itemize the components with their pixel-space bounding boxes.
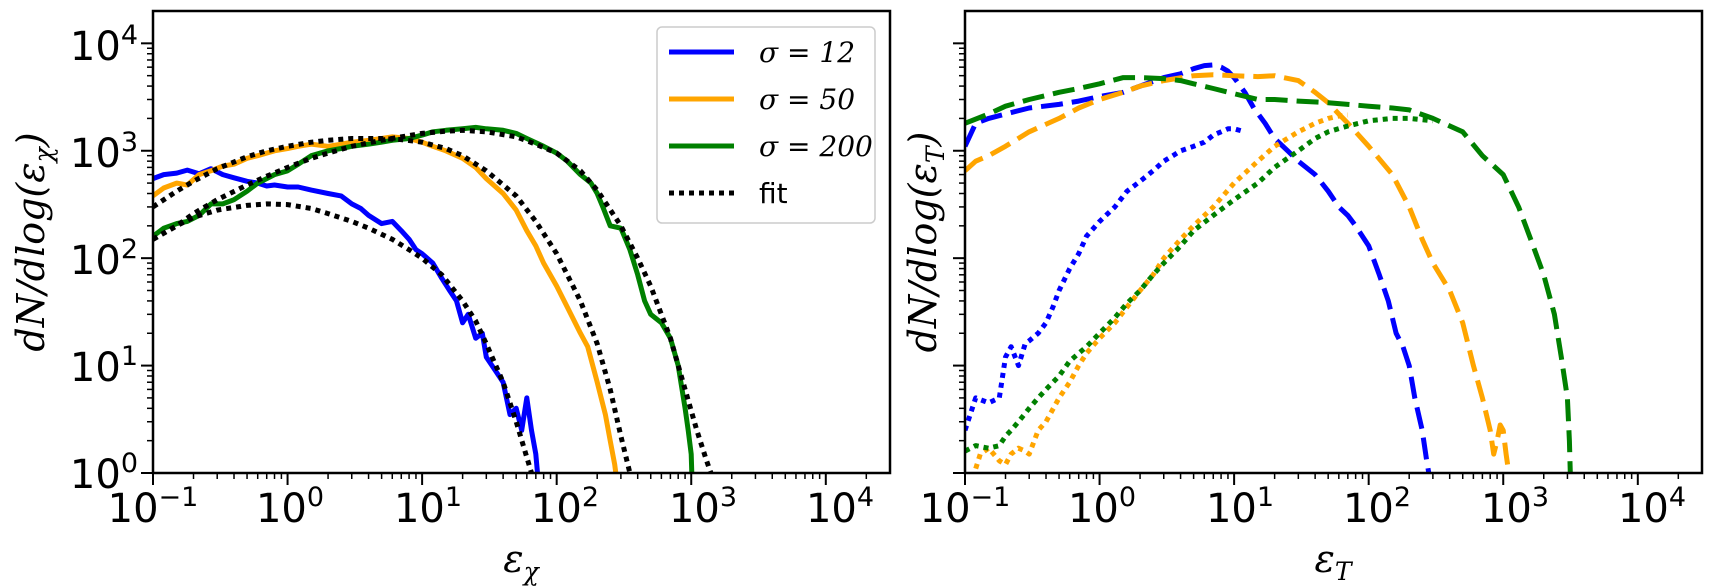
right-x-axis-label: εT xyxy=(1314,537,1353,586)
right-series-5 xyxy=(965,115,1434,454)
left-ytick-label-2: 102 xyxy=(70,234,138,284)
left-ytick-label-1: 101 xyxy=(70,341,138,391)
right-series-group xyxy=(965,62,1573,473)
right-series-2 xyxy=(965,75,1573,473)
right-series-3 xyxy=(965,126,1246,432)
right-xtick-label-3: 102 xyxy=(1343,482,1411,532)
legend-label-fit: fit xyxy=(759,177,788,210)
legend-label-sigma-50: σ = 50 xyxy=(759,83,855,116)
left-xtick-label-1: 100 xyxy=(256,482,324,532)
left-series-group xyxy=(153,124,714,473)
left-series-4 xyxy=(153,136,633,473)
legend-label-sigma-12: σ = 12 xyxy=(759,36,855,69)
right-xtick-label-2: 101 xyxy=(1206,482,1274,532)
legend-label-sigma-200: σ = 200 xyxy=(759,130,873,163)
right-xtick-label-1: 100 xyxy=(1068,482,1136,532)
right-axes-frame xyxy=(963,9,1704,475)
right-series-0 xyxy=(965,62,1432,473)
legend-frame xyxy=(656,26,876,224)
left-x-tick-labels: 10−1 100 101 102 103 104 xyxy=(108,482,874,532)
right-y-axis-label: dN/dlog(εT) xyxy=(901,132,950,353)
left-xtick-label-4: 103 xyxy=(669,482,737,532)
panel-right: 10−1 100 101 102 103 104 εT dN/dlog(εT) xyxy=(901,9,1704,586)
left-xtick-label-0: 10−1 xyxy=(108,482,199,532)
left-ytick-label-3: 103 xyxy=(70,127,138,177)
panel-left: 10−1 100 101 102 103 104 100 101 102 103… xyxy=(9,9,892,586)
left-xtick-label-3: 102 xyxy=(531,482,599,532)
right-series-1 xyxy=(965,72,1512,473)
left-ytick-label-0: 100 xyxy=(70,448,138,498)
left-y-axis-label: dN/dlog(εχ) xyxy=(9,132,58,351)
right-xtick-label-4: 103 xyxy=(1481,482,1549,532)
right-x-tick-labels: 10−1 100 101 102 103 104 xyxy=(920,482,1686,532)
left-series-0 xyxy=(153,166,540,473)
left-y-tick-labels: 100 101 102 103 104 xyxy=(70,20,138,498)
right-xtick-label-0: 10−1 xyxy=(920,482,1011,532)
right-series-4 xyxy=(973,112,1349,470)
left-x-axis-label: εχ xyxy=(503,537,540,586)
left-ytick-label-4: 104 xyxy=(70,20,138,70)
right-xtick-label-5: 104 xyxy=(1618,482,1686,532)
left-axes-frame xyxy=(151,9,892,475)
left-series-5 xyxy=(153,127,714,473)
left-xtick-label-5: 104 xyxy=(806,482,874,532)
legend: σ = 12 σ = 50 σ = 200 fit xyxy=(656,26,876,224)
left-xtick-label-2: 101 xyxy=(394,482,462,532)
